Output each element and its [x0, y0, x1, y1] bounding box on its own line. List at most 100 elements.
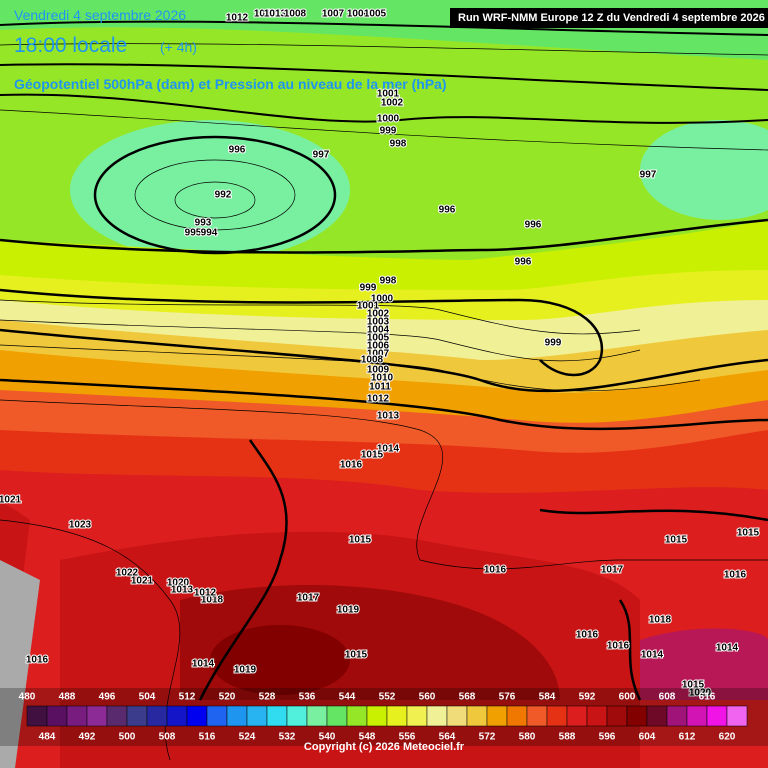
geopotential-contour	[0, 218, 768, 254]
isobar-label: 1010	[254, 9, 277, 20]
isobar-label: 1001	[377, 89, 400, 100]
legend-label: 588	[559, 732, 576, 743]
isobar-label: 1006	[347, 9, 370, 20]
date: Vendredi 4 septembre 2026	[14, 7, 186, 23]
isobar-label: 1017	[297, 593, 320, 604]
legend-swatch	[126, 705, 148, 727]
isobar-label: 1018	[649, 615, 672, 626]
legend-label: 556	[399, 732, 416, 743]
legend-swatch	[86, 705, 108, 727]
legend: 480 484 488 492 496 500 504 508 512 516 520 524 528 5…	[0, 688, 768, 746]
legend-swatch	[246, 705, 268, 727]
legend-label: 528	[259, 692, 276, 703]
isobar-label: 1014	[641, 650, 664, 661]
time: 18:00 locale	[14, 34, 127, 57]
geopotential-contour	[0, 288, 603, 377]
legend-label: 576	[499, 692, 516, 703]
geopotential-contour	[539, 508, 768, 522]
run-banner	[450, 8, 768, 28]
isobar	[134, 159, 296, 231]
isobar-label: 1015	[737, 528, 760, 539]
isobar-label: 999	[380, 126, 397, 137]
geopotential-contour	[0, 93, 768, 124]
legend-swatch	[586, 705, 608, 727]
legend-label: 516	[199, 732, 216, 743]
legend-label: 540	[319, 732, 336, 743]
isobar-label: 1009	[367, 365, 390, 376]
legend-swatch	[506, 705, 528, 727]
isobar-label: 1008	[361, 355, 384, 366]
isobar-label: 993	[195, 218, 212, 229]
geopotential-contour	[93, 135, 337, 255]
legend-label: 604	[639, 732, 656, 743]
isobar-label: 996	[525, 220, 542, 231]
geopotential-contour	[0, 378, 768, 431]
isobar-label: 1017	[601, 565, 624, 576]
isobar-label: 1014	[192, 659, 215, 670]
isobar-label: 999	[360, 283, 377, 294]
isobar	[0, 299, 641, 335]
legend-label: 572	[479, 732, 496, 743]
legend-label: 616	[699, 692, 716, 703]
isobar-label: 1012	[194, 588, 217, 599]
legend-swatch	[186, 705, 208, 727]
legend-label: 552	[379, 692, 396, 703]
legend-label: 608	[659, 692, 676, 703]
field-title: Géopotentiel 500hPa (dam) et Pression au…	[14, 76, 447, 92]
legend-label: 584	[539, 692, 556, 703]
legend-swatch	[486, 705, 508, 727]
geopotential-contour	[0, 20, 768, 36]
isobar	[0, 43, 768, 56]
legend-swatch	[306, 705, 328, 727]
isobar	[0, 109, 768, 151]
isobar	[0, 519, 181, 761]
legend-label: 532	[279, 732, 296, 743]
legend-swatch	[566, 705, 588, 727]
legend-swatch	[46, 705, 68, 727]
isobar-label: 1018	[201, 595, 224, 606]
legend-swatch	[286, 705, 308, 727]
isobar-label: 1014	[716, 643, 739, 654]
isobar-label: 999	[545, 338, 562, 349]
field	[640, 120, 768, 220]
isobar-label: 1020	[167, 578, 190, 589]
isobar-label: 997	[313, 150, 330, 161]
legend-swatch	[726, 705, 748, 727]
legend-label: 488	[59, 692, 76, 703]
isobar-label: 992	[215, 190, 232, 201]
isobar-label: 1001	[357, 301, 380, 312]
geopotential-contour	[198, 439, 288, 701]
isobar-label: 1002	[367, 309, 390, 320]
legend-swatch	[26, 705, 48, 727]
legend-label: 480	[19, 692, 36, 703]
isobar-label: 1006	[367, 341, 390, 352]
isobar	[174, 181, 256, 219]
legend-label: 564	[439, 732, 456, 743]
isobar-label: 1000	[377, 114, 400, 125]
isobar-label: 1008	[284, 9, 307, 20]
isobar-label: 1016	[26, 655, 49, 666]
legend-label: 580	[519, 732, 536, 743]
legend-label: 520	[219, 692, 236, 703]
isobar-label: 1007	[322, 9, 345, 20]
isobar-label: 1003	[367, 317, 390, 328]
isobar	[419, 559, 768, 570]
isobar-label: 1000	[371, 294, 394, 305]
isobar	[0, 399, 444, 561]
legend-label: 612	[679, 732, 696, 743]
isobar-label: 1013	[377, 411, 400, 422]
isobar-label: 1019	[234, 665, 257, 676]
legend-label: 548	[359, 732, 376, 743]
field	[70, 120, 350, 260]
legend-label: 492	[79, 732, 96, 743]
isobar-label: 1015	[345, 650, 368, 661]
isobar-label: 1019	[337, 605, 360, 616]
run-title: Run WRF-NMM Europe 12 Z du Vendredi 4 se…	[458, 12, 765, 24]
field	[210, 625, 350, 695]
legend-swatch	[686, 705, 708, 727]
legend-swatch	[706, 705, 728, 727]
isobar-label: 998	[390, 139, 407, 150]
isobar-label: 1005	[364, 9, 387, 20]
isobar-label: 1016	[484, 565, 507, 576]
